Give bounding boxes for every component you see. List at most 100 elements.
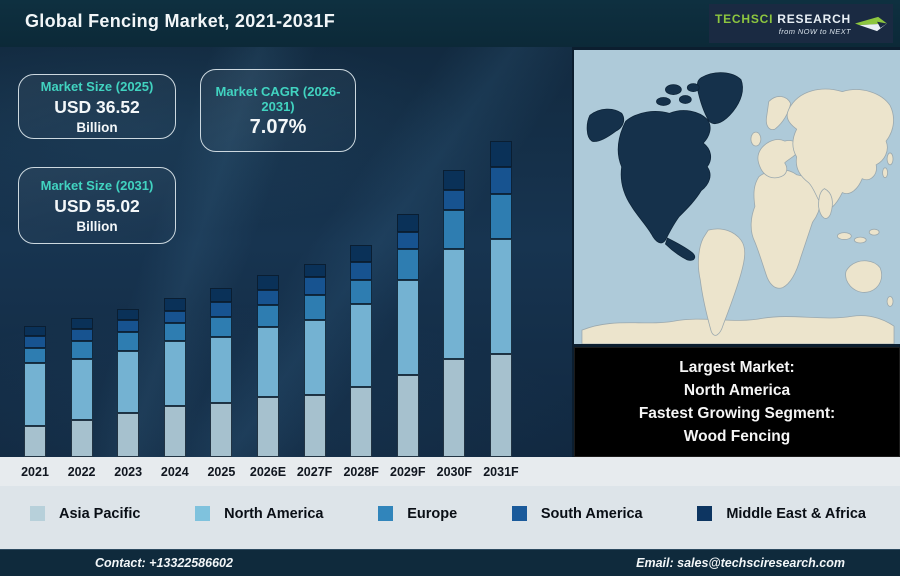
segment-europe [443, 210, 466, 249]
stacked-bar-chart [0, 117, 572, 457]
bar-2026e [255, 275, 281, 457]
page-title: Global Fencing Market, 2021-2031F [25, 11, 336, 31]
axis-cell-2025: 2025 [207, 464, 236, 479]
stat-value: USD 55.02 [54, 195, 140, 216]
legend-label: Middle East & Africa [726, 505, 866, 522]
segment-middle-east-africa [210, 288, 233, 302]
header-bar: Global Fencing Market, 2021-2031F TechSc… [0, 0, 900, 47]
segment-north-america [443, 249, 466, 359]
segment-south-america [443, 190, 466, 210]
legend-item-north-america: North America [195, 505, 324, 522]
legend-swatch [30, 506, 45, 521]
bar-2027f [302, 264, 328, 457]
axis-year-label: 2022 [67, 464, 96, 479]
axis-year-label: 2023 [114, 464, 143, 479]
segment-middle-east-africa [396, 214, 419, 232]
segment-europe [163, 323, 186, 341]
segment-north-america [350, 304, 373, 387]
segment-europe [396, 249, 419, 280]
bar-2028f [348, 245, 374, 457]
segment-south-america [70, 329, 93, 341]
segment-europe [489, 194, 512, 239]
largest-market-callout: Largest Market: North America Fastest Grow… [574, 347, 900, 457]
axis-year-label: 2025 [207, 464, 236, 479]
segment-south-america [24, 336, 46, 348]
segment-asia-pacific [24, 426, 46, 457]
stat-unit: Billion [76, 218, 118, 234]
bar-2025 [208, 288, 234, 457]
bar-2024 [162, 298, 188, 457]
techsci-logo: TechSci Research from NOW to NEXT [709, 4, 893, 43]
segment-north-america [24, 363, 46, 426]
segment-asia-pacific [163, 406, 186, 457]
stat-box-market-size-2025: Market Size (2025) USD 36.52 Billion [18, 74, 176, 139]
segment-middle-east-africa [24, 326, 46, 336]
map-panel: Largest Market: North America Fastest Grow… [572, 47, 900, 457]
stat-label: Market Size (2031) [40, 177, 154, 193]
footer-contact: Contact: +13322586602 [95, 556, 233, 570]
axis-year-label: 2028F [343, 464, 379, 479]
segment-asia-pacific [350, 387, 373, 457]
segment-asia-pacific [117, 413, 140, 457]
stat-label: Market CAGR (2026-2031) [215, 84, 341, 114]
stat-value: USD 36.52 [54, 96, 140, 117]
axis-cell-2027f: 2027F [297, 465, 332, 479]
logo-brand-secondary: Research [777, 11, 852, 26]
legend-label: Asia Pacific [59, 505, 141, 522]
segment-middle-east-africa [443, 170, 466, 190]
segment-asia-pacific [70, 420, 93, 457]
segment-asia-pacific [443, 359, 466, 457]
segment-asia-pacific [396, 375, 419, 457]
stat-box-market-cagr-2026-2031: Market CAGR (2026-2031) 7.07% [200, 69, 356, 152]
segment-middle-east-africa [303, 264, 326, 277]
stat-label: Market Size (2025) [40, 78, 154, 94]
bar-2021 [22, 326, 48, 457]
legend-label: Europe [407, 505, 458, 522]
legend-item-south-america: South America [511, 505, 643, 522]
segment-middle-east-africa [256, 275, 279, 290]
axis-cell-2029f: 2029F [390, 465, 425, 479]
axis-year-label: 2027F [296, 464, 333, 479]
world-map [574, 50, 900, 345]
segment-north-america [396, 280, 419, 375]
axis-cell-2021: 2021 [21, 465, 49, 479]
segment-asia-pacific [210, 403, 233, 457]
segment-south-america [350, 262, 373, 280]
segment-south-america [489, 167, 512, 194]
x-axis-labels: 2021 2022 2023 2024 2025 2026E 2027F 2028F 2029F… [0, 457, 572, 486]
chart-legend: Asia Pacific North America Europe South Ame… [0, 486, 900, 549]
segment-north-america [163, 341, 186, 406]
callout-line: Wood Fencing [683, 428, 791, 445]
legend-label: South America [540, 505, 643, 522]
segment-europe [117, 332, 140, 351]
axis-cell-2031f: 2031F [483, 465, 518, 479]
segment-asia-pacific [489, 354, 512, 457]
bar-2022 [69, 318, 95, 457]
axis-cell-2023: 2023 [114, 464, 143, 479]
segment-north-america [303, 320, 326, 395]
legend-swatch [195, 506, 211, 521]
stat-value: 7.07% [249, 116, 307, 138]
axis-year-label: 2029F [390, 464, 426, 479]
stat-unit: Billion [76, 119, 118, 135]
stat-box-market-size-2031: Market Size (2031) USD 55.02 Billion [18, 167, 176, 244]
legend-item-middle-east-africa: Middle East & Africa [697, 506, 866, 522]
segment-middle-east-africa [350, 245, 373, 262]
legend-swatch [697, 506, 713, 521]
segment-south-america [117, 320, 140, 332]
segment-europe [350, 280, 373, 304]
axis-cell-2026e: 2026E [250, 465, 286, 479]
axis-year-label: 2026E [249, 464, 287, 479]
chart-panel: Market Size (2025) USD 36.52 Billion Market… [0, 47, 572, 457]
legend-item-asia-pacific: Asia Pacific [30, 506, 140, 522]
segment-asia-pacific [256, 397, 279, 457]
map-landmasses [581, 88, 895, 345]
bar-2023 [115, 309, 141, 457]
axis-cell-2022: 2022 [67, 464, 96, 479]
world-map-svg [574, 50, 900, 345]
legend-label: North America [224, 505, 324, 522]
segment-north-america [489, 239, 512, 354]
segment-middle-east-africa [163, 298, 186, 311]
segment-north-america [256, 327, 279, 397]
